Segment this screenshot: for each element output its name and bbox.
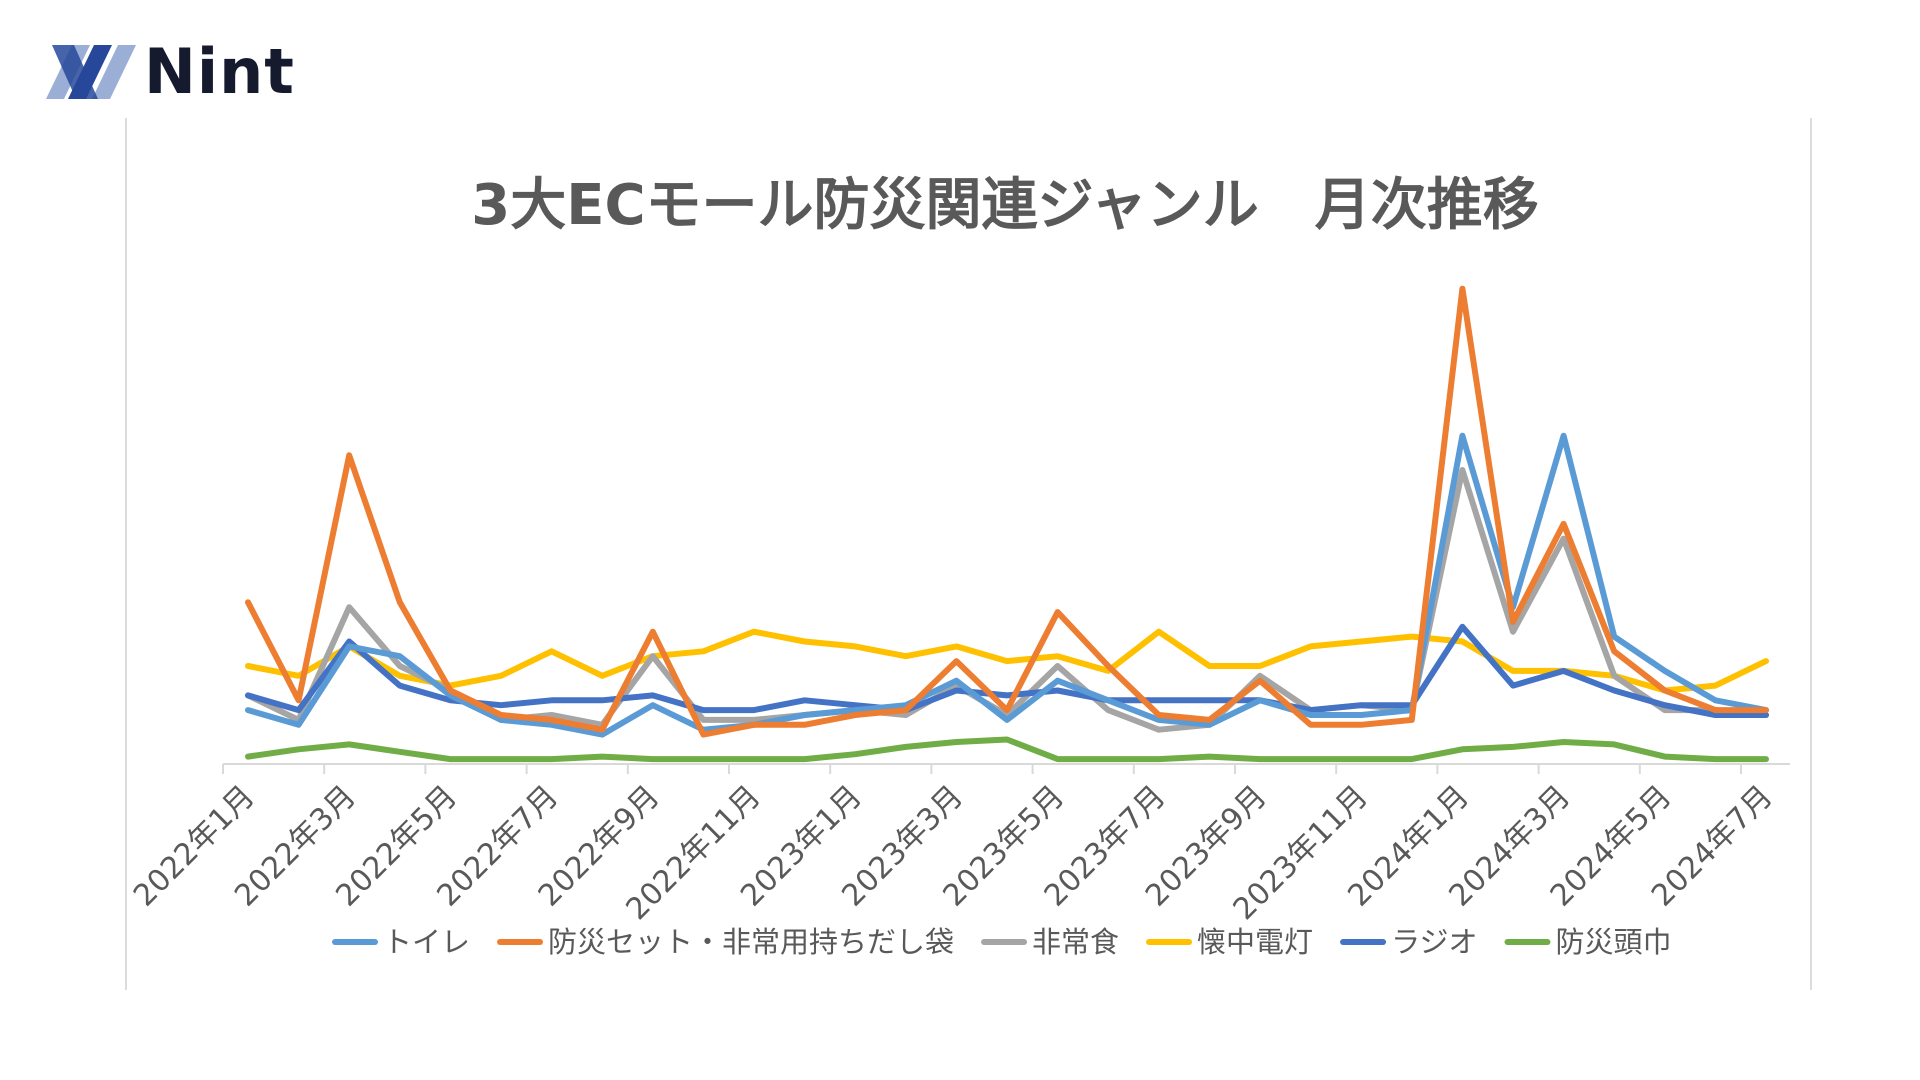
x-axis [222,763,1790,774]
legend-label: ラジオ [1391,925,1477,959]
nint-logo-icon [46,45,136,99]
legend-label: 懐中電灯 [1197,925,1313,959]
series-line-5 [245,736,1769,763]
legend-label: 防災頭巾 [1555,925,1671,959]
series-line-3 [245,628,1769,694]
series-line-1 [245,285,1769,738]
legend: トイレ 防災セット・非常用持ちだし袋 非常食 懐中電灯 ラジオ 防災頭巾 [332,925,1672,959]
brand-name: Nint [144,35,295,108]
panel-right-border [1810,118,1812,990]
x-axis-tick-labels: 2022年1月2022年3月2022年5月2022年7月2022年9月2022年… [127,779,1780,927]
chart-title: 3大ECモール防災関連ジャンル 月次推移 [471,173,1539,238]
brand-logo: Nint [44,36,295,108]
series-line-2 [245,467,1769,733]
legend-label: トイレ [383,925,470,959]
legend-label: 防災セット・非常用持ちだし袋 [548,925,954,959]
panel-left-border [125,118,127,990]
series-line-4 [245,623,1769,718]
legend-label: 非常食 [1032,925,1119,959]
series-lines [245,285,1769,763]
